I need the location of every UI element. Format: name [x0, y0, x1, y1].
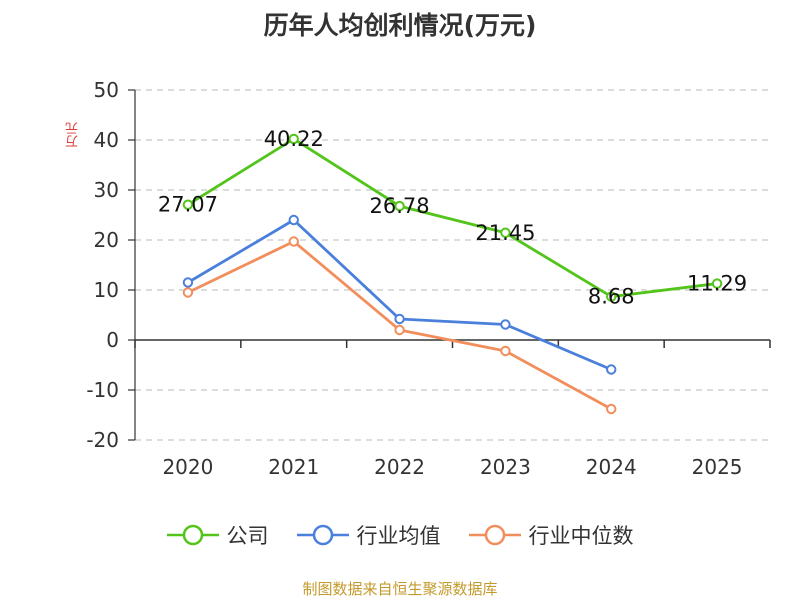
- data-label: 40.22: [264, 127, 324, 151]
- y-tick-label: -10: [86, 378, 119, 402]
- data-point: [288, 236, 299, 247]
- y-tick-label: -20: [86, 428, 119, 452]
- x-tick-label: 2021: [268, 455, 319, 479]
- chart-title: 历年人均创利情况(万元): [263, 11, 537, 40]
- data-point: [500, 319, 511, 330]
- legend-swatch-industry-mean: [296, 524, 349, 546]
- data-point: [182, 277, 194, 288]
- series-line-0: [187, 137, 718, 299]
- y-tick-label: 40: [94, 128, 119, 152]
- data-label: 21.45: [475, 221, 535, 245]
- x-tick-label: 2025: [692, 455, 743, 479]
- legend-swatch-company: [166, 524, 219, 546]
- y-tick-label: 50: [94, 78, 119, 102]
- data-point: [500, 345, 511, 357]
- legend-label-industry-mean: 行业均值: [356, 524, 441, 548]
- legend-label-industry-median: 行业中位数: [528, 524, 634, 548]
- data-label: 8.68: [588, 285, 635, 309]
- data-point: [606, 364, 617, 375]
- data-point: [182, 199, 194, 210]
- legend-swatch-industry-median: [468, 524, 521, 546]
- data-source-note: 制图数据来自恒生聚源数据库: [302, 580, 498, 598]
- data-point: [288, 214, 299, 226]
- data-label: 26.78: [370, 194, 430, 218]
- data-point: [711, 278, 723, 289]
- data-point: [394, 324, 405, 336]
- legend-item-industry-mean[interactable]: 行业均值: [296, 520, 441, 550]
- data-point: [182, 287, 194, 298]
- x-tick-label: 2023: [480, 455, 531, 479]
- data-point: [606, 291, 617, 302]
- y-tick-label: 20: [94, 228, 119, 252]
- legend-label-company: 公司: [226, 524, 269, 548]
- y-tick-label: 0: [106, 328, 119, 352]
- data-point: [500, 227, 511, 238]
- data-point: [288, 133, 299, 145]
- x-tick-label: 2020: [162, 455, 213, 479]
- legend: 公司 行业均值 行业中位数: [0, 520, 800, 550]
- legend-item-industry-median[interactable]: 行业中位数: [468, 520, 634, 550]
- data-point: [394, 313, 405, 325]
- legend-item-company[interactable]: 公司: [166, 520, 269, 550]
- data-label: 11.29: [687, 272, 747, 296]
- x-tick-label: 2022: [374, 455, 425, 479]
- series-line-1: [187, 218, 612, 371]
- data-label: 27.07: [158, 193, 218, 217]
- data-point: [394, 200, 405, 212]
- y-tick-label: 30: [94, 178, 119, 202]
- x-tick-label: 2024: [586, 455, 637, 479]
- data-point: [606, 403, 617, 415]
- y-tick-label: 10: [94, 278, 119, 302]
